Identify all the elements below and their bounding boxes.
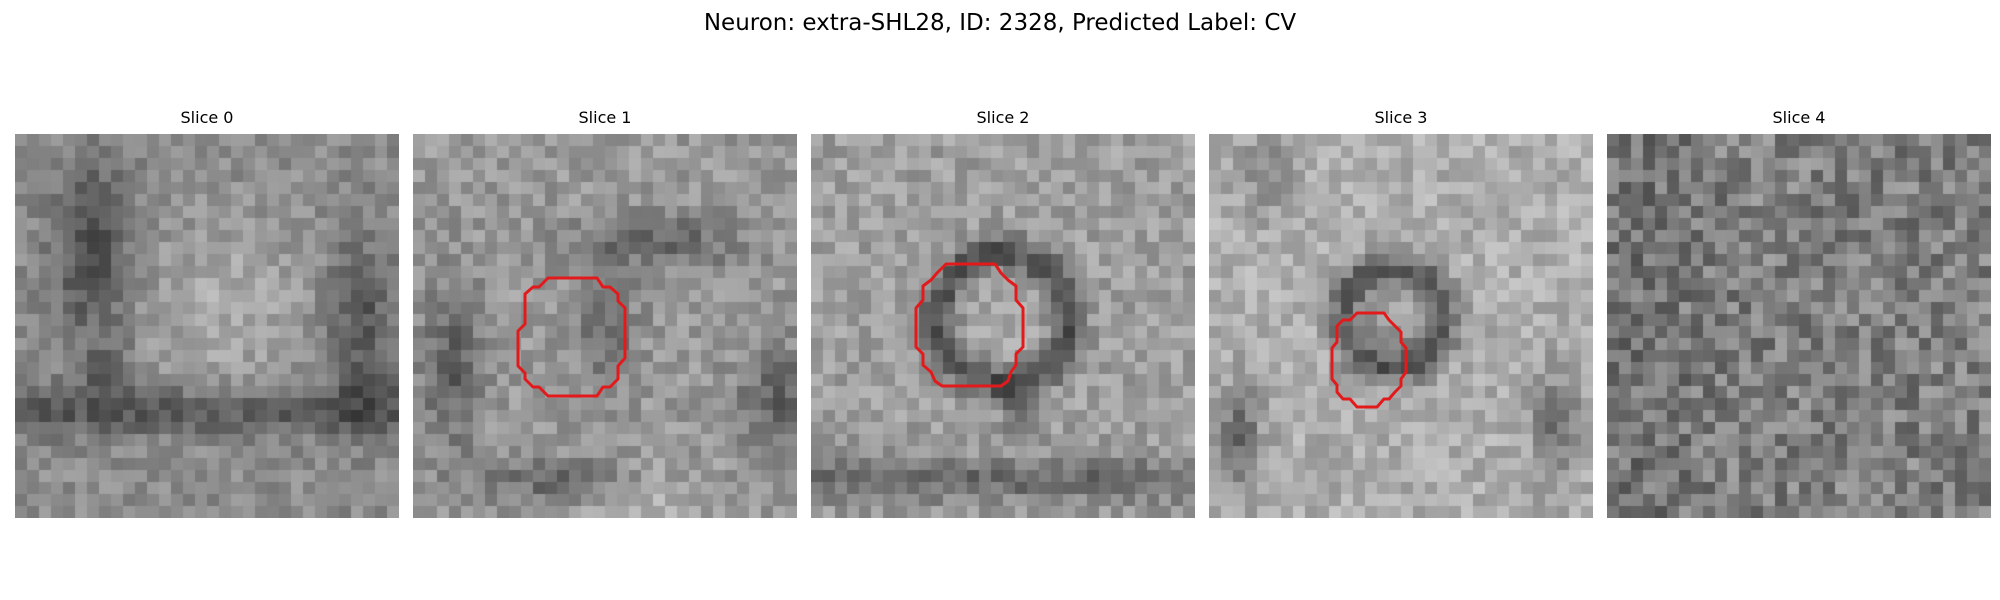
- roi-contour: [914, 262, 1025, 388]
- slice-title: Slice 1: [578, 108, 632, 127]
- slice-title: Slice 3: [1374, 108, 1428, 127]
- slice-image: [811, 134, 1195, 518]
- slice-title: Slice 2: [976, 108, 1030, 127]
- roi-contour: [1330, 311, 1408, 409]
- slice-panel-0: Slice 0: [15, 108, 399, 518]
- slice-title: Slice 0: [180, 108, 234, 127]
- slice-panel-3: Slice 3: [1209, 108, 1593, 518]
- slice-panel-4: Slice 4: [1607, 108, 1991, 518]
- roi-outline: [516, 276, 627, 398]
- figure-title: Neuron: extra-SHL28, ID: 2328, Predicted…: [703, 10, 1297, 36]
- slice-title: Slice 4: [1772, 108, 1826, 127]
- slice-panel-1: Slice 1: [413, 108, 797, 518]
- slice-image: [413, 134, 797, 518]
- roi-outline: [914, 262, 1025, 388]
- slice-image: [1607, 134, 1991, 518]
- slice-panel-2: Slice 2: [811, 108, 1195, 518]
- slice-image: [15, 134, 399, 518]
- roi-outline: [1330, 311, 1408, 409]
- slice-image: [1209, 134, 1593, 518]
- roi-contour: [516, 276, 627, 398]
